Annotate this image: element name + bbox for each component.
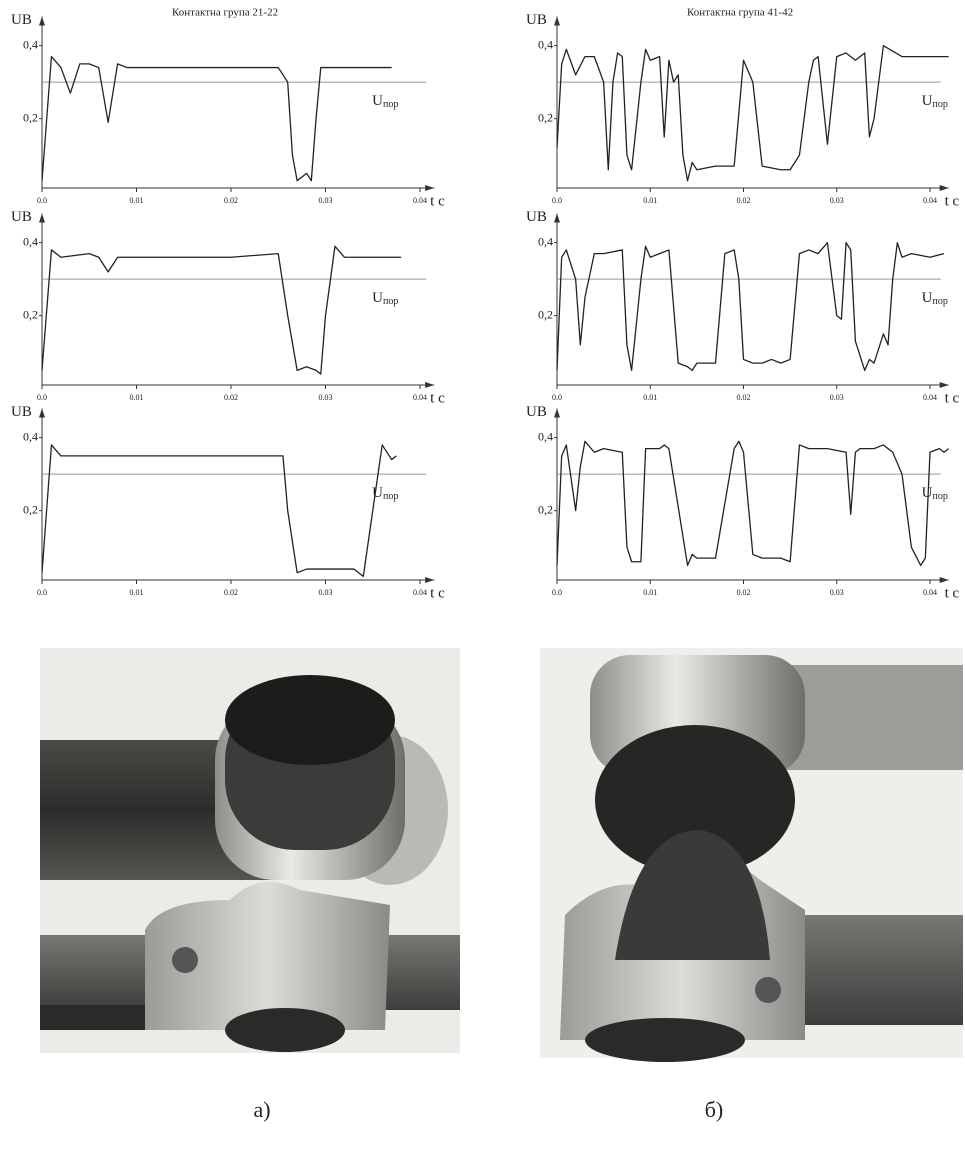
x-tick-label: 0.0 — [37, 588, 47, 597]
threshold-label: Uпор — [922, 94, 948, 111]
x-tick-label: 0.01 — [643, 588, 657, 597]
y-tick-label: 0,4 — [538, 37, 553, 51]
signal-line — [556, 440, 950, 567]
threshold-label: Uпор — [372, 94, 398, 111]
y-axis-label: UB — [11, 209, 32, 225]
x-tick-label: 0.04 — [923, 196, 937, 205]
x-axis-arrow — [939, 382, 949, 388]
threshold-label-sub: пор — [932, 296, 947, 307]
y-tick-label: 0,4 — [538, 234, 553, 248]
threshold-label-sub: пор — [932, 491, 947, 502]
x-tick-label: 0.04 — [413, 588, 427, 597]
x-axis-arrow — [939, 577, 949, 583]
signal-line — [41, 245, 402, 375]
x-axis-arrow — [425, 577, 435, 583]
threshold-label-main: U — [372, 94, 383, 110]
x-tick-label: 0.01 — [643, 196, 657, 205]
y-axis-arrow — [554, 213, 560, 223]
photo-a — [40, 648, 460, 1053]
y-tick-label: 0,2 — [23, 307, 38, 321]
y-tick-label: 0,2 — [23, 502, 38, 516]
y-tick-label: 0,2 — [538, 110, 553, 124]
y-axis-arrow — [39, 408, 45, 418]
x-tick-label: 0.01 — [130, 196, 144, 205]
x-tick-label: 0.03 — [830, 393, 844, 402]
threshold-label-sub: пор — [383, 99, 398, 110]
x-tick-label: 0.02 — [737, 196, 751, 205]
y-axis-label: UB — [526, 12, 547, 28]
y-tick-label: 0,2 — [538, 502, 553, 516]
x-tick-label: 0.02 — [737, 588, 751, 597]
chart-title: Контактна група 21-22 — [172, 7, 278, 19]
threshold-label: Uпор — [372, 486, 398, 503]
x-tick-label: 0.0 — [37, 196, 47, 205]
photo-b — [540, 648, 963, 1062]
y-axis-label: UB — [11, 404, 32, 420]
x-tick-label: 0.01 — [130, 393, 144, 402]
x-tick-label: 0.02 — [224, 393, 238, 402]
threshold-label: Uпор — [372, 291, 398, 308]
x-tick-label: 0.02 — [224, 196, 238, 205]
threshold-label-main: U — [922, 94, 933, 110]
threshold-label: Uпор — [922, 486, 948, 503]
threshold-label: Uпор — [922, 291, 948, 308]
y-axis-label: UB — [11, 12, 32, 28]
y-tick-label: 0,4 — [23, 234, 38, 248]
y-axis-label: UB — [526, 404, 547, 420]
x-axis-arrow — [939, 185, 949, 191]
x-axis-label: t c — [945, 390, 960, 406]
threshold-label-main: U — [922, 486, 933, 502]
x-tick-label: 0.04 — [923, 393, 937, 402]
x-tick-label: 0.03 — [319, 588, 333, 597]
threshold-label-main: U — [922, 291, 933, 307]
signal-line — [41, 55, 392, 182]
y-tick-label: 0,2 — [538, 307, 553, 321]
y-axis-arrow — [39, 213, 45, 223]
x-tick-label: 0.04 — [413, 196, 427, 205]
x-tick-label: 0.04 — [413, 393, 427, 402]
x-axis-label: t c — [945, 193, 960, 209]
threshold-label-sub: пор — [383, 491, 398, 502]
x-axis-label: t c — [430, 585, 445, 601]
y-tick-label: 0,4 — [23, 429, 38, 443]
photo-caption: б) — [705, 1097, 724, 1122]
x-axis-label: t c — [430, 193, 445, 209]
threshold-label-main: U — [372, 291, 383, 307]
x-tick-label: 0.01 — [130, 588, 144, 597]
x-tick-label: 0.0 — [552, 588, 562, 597]
x-tick-label: 0.0 — [552, 393, 562, 402]
signal-line — [556, 242, 945, 372]
threshold-label-sub: пор — [932, 99, 947, 110]
x-tick-label: 0.03 — [830, 588, 844, 597]
x-tick-label: 0.04 — [923, 588, 937, 597]
photo-caption: а) — [253, 1097, 270, 1122]
y-axis-arrow — [39, 16, 45, 26]
x-tick-label: 0.02 — [737, 393, 751, 402]
x-axis-arrow — [425, 185, 435, 191]
x-tick-label: 0.03 — [830, 196, 844, 205]
x-tick-label: 0.01 — [643, 393, 657, 402]
x-tick-label: 0.0 — [552, 196, 562, 205]
x-tick-label: 0.02 — [224, 588, 238, 597]
y-axis-arrow — [554, 408, 560, 418]
signal-line — [556, 45, 949, 182]
y-tick-label: 0,4 — [538, 429, 553, 443]
chart-title: Контактна група 41-42 — [687, 7, 793, 19]
x-axis-arrow — [425, 382, 435, 388]
y-tick-label: 0,4 — [23, 37, 38, 51]
x-axis-label: t c — [430, 390, 445, 406]
y-tick-label: 0,2 — [23, 110, 38, 124]
x-axis-label: t c — [945, 585, 960, 601]
threshold-label-sub: пор — [383, 296, 398, 307]
x-tick-label: 0.03 — [319, 393, 333, 402]
signal-line — [41, 444, 397, 577]
y-axis-arrow — [554, 16, 560, 26]
x-tick-label: 0.0 — [37, 393, 47, 402]
threshold-label-main: U — [372, 486, 383, 502]
x-tick-label: 0.03 — [319, 196, 333, 205]
y-axis-label: UB — [526, 209, 547, 225]
